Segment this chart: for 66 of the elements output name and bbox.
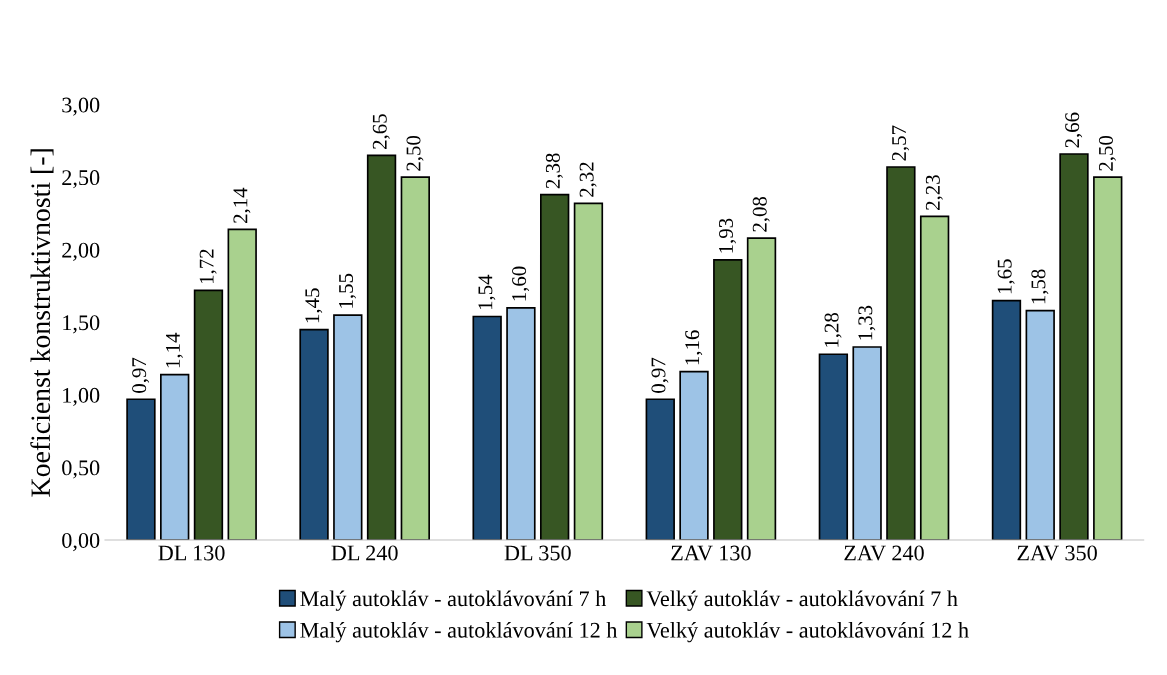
data-label: 2,65 bbox=[372, 114, 390, 149]
x-tick-label: ZAV 240 bbox=[844, 545, 924, 561]
x-tick-label: ZAV 350 bbox=[1017, 545, 1097, 561]
data-label: 1,28 bbox=[824, 313, 842, 347]
x-tick-label: DL 350 bbox=[504, 545, 571, 561]
bar bbox=[1025, 309, 1055, 540]
bar bbox=[1059, 153, 1089, 540]
legend-label: Velký autokláv - autoklávování 12 h bbox=[646, 622, 969, 643]
data-label: 1,60 bbox=[512, 266, 530, 301]
bar bbox=[193, 289, 224, 540]
data-label: 2,23 bbox=[925, 175, 943, 210]
bar bbox=[160, 373, 190, 540]
y-tick-label: 1,00 bbox=[63, 387, 100, 406]
data-label: 1,55 bbox=[339, 273, 357, 308]
data-label: 1,33 bbox=[858, 305, 876, 340]
bar bbox=[886, 166, 916, 540]
data-label: 1,93 bbox=[718, 218, 736, 253]
bar bbox=[333, 314, 363, 540]
bar bbox=[645, 398, 675, 540]
data-label: 2,50 bbox=[406, 135, 424, 171]
bar bbox=[539, 193, 570, 540]
x-tick-label: DL 130 bbox=[158, 545, 225, 561]
bar bbox=[991, 299, 1022, 540]
x-tick-label: DL 240 bbox=[331, 545, 398, 561]
bar bbox=[573, 202, 604, 540]
data-label: 1,14 bbox=[165, 332, 183, 368]
data-label: 1,65 bbox=[997, 259, 1015, 294]
data-label: 2,14 bbox=[233, 187, 251, 223]
y-axis-title: Koeficienst konstruktivnosti [-] bbox=[30, 149, 54, 497]
y-tick-label: 2,00 bbox=[62, 242, 100, 261]
bar bbox=[713, 259, 743, 540]
legend-label: Malý autokláv - autoklávování 12 h bbox=[300, 622, 618, 643]
bar bbox=[1093, 176, 1123, 540]
data-label: 2,57 bbox=[892, 125, 910, 161]
bar bbox=[679, 370, 709, 540]
data-label: 1,45 bbox=[305, 288, 323, 323]
data-label: 1,72 bbox=[199, 249, 217, 283]
y-tick-label: 0,50 bbox=[62, 460, 100, 479]
data-label: 1,54 bbox=[478, 274, 496, 310]
bar bbox=[472, 315, 502, 540]
legend-label: Malý autokláv - autoklávování 7 h bbox=[300, 590, 607, 611]
bar bbox=[299, 328, 329, 540]
bar bbox=[746, 237, 777, 540]
data-label: 1,16 bbox=[685, 330, 703, 365]
bar bbox=[227, 228, 257, 540]
y-tick-label: 2,50 bbox=[62, 170, 100, 189]
legend-label: Velký autokláv - autoklávování 7 h bbox=[646, 590, 958, 611]
data-label: 1,58 bbox=[1031, 269, 1049, 304]
y-tick-label: 3,00 bbox=[62, 97, 100, 116]
data-label: 2,66 bbox=[1065, 112, 1083, 148]
data-label: 2,38 bbox=[545, 153, 563, 189]
bar bbox=[366, 154, 397, 540]
bar bbox=[126, 398, 156, 540]
data-label: 2,50 bbox=[1098, 135, 1116, 171]
data-label: 2,32 bbox=[579, 162, 597, 197]
data-label: 0,97 bbox=[651, 357, 669, 393]
bar bbox=[818, 353, 849, 540]
bar bbox=[852, 346, 882, 540]
bar bbox=[400, 176, 431, 540]
bar bbox=[506, 306, 536, 540]
y-tick-label: 1,50 bbox=[63, 315, 100, 334]
y-tick-label: 0,00 bbox=[62, 532, 100, 552]
bar bbox=[919, 215, 950, 540]
data-label: 0,97 bbox=[132, 357, 150, 393]
x-tick-label: ZAV 130 bbox=[671, 545, 751, 561]
data-label: 2,08 bbox=[752, 196, 770, 232]
